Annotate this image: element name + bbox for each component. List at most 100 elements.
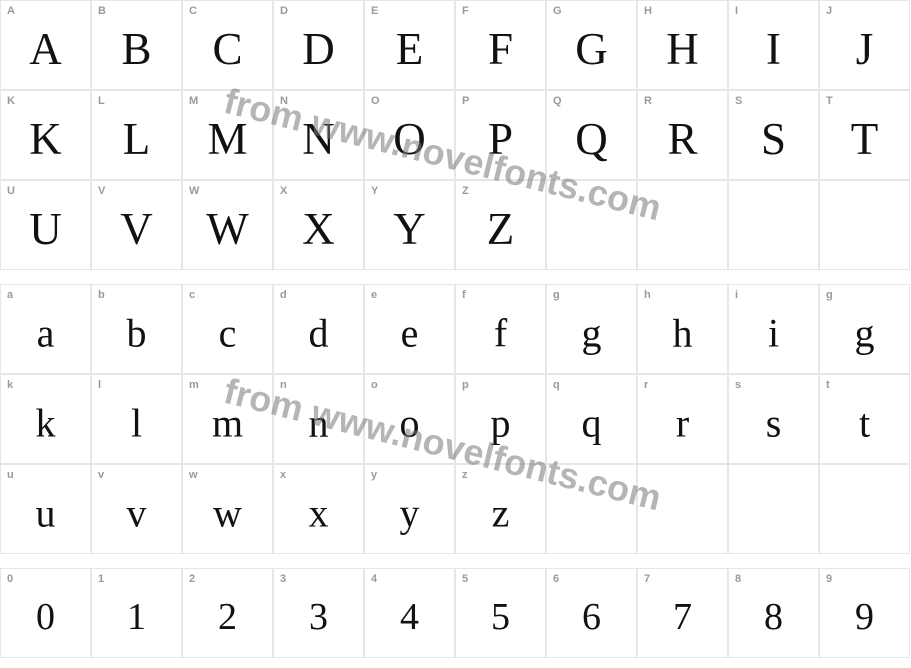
grid-row: aa bb cc dd ee ff gg hh ii gg xyxy=(0,284,910,374)
glyph-cell: ee xyxy=(364,284,455,374)
glyph-cell: ZZ xyxy=(455,180,546,270)
cell-label: K xyxy=(7,95,15,107)
glyph-cell: mm xyxy=(182,374,273,464)
cell-glyph: v xyxy=(127,490,147,537)
glyph-cell: FF xyxy=(455,0,546,90)
glyph-cell xyxy=(728,464,819,554)
cell-glyph: H xyxy=(666,23,699,75)
cell-label: r xyxy=(644,379,648,391)
cell-label: N xyxy=(280,95,288,107)
glyph-cell: gg xyxy=(819,284,910,374)
cell-label: b xyxy=(98,289,105,301)
cell-label: D xyxy=(280,5,288,17)
glyph-cell: oo xyxy=(364,374,455,464)
cell-glyph: V xyxy=(120,203,153,255)
glyph-cell: ww xyxy=(182,464,273,554)
cell-label: e xyxy=(371,289,377,301)
cell-glyph: P xyxy=(488,113,513,165)
cell-glyph: 7 xyxy=(673,595,692,639)
glyph-cell: OO xyxy=(364,90,455,180)
cell-label: 2 xyxy=(189,573,195,585)
glyph-cell: qq xyxy=(546,374,637,464)
glyph-cell xyxy=(637,464,728,554)
glyph-cell: ff xyxy=(455,284,546,374)
cell-label: H xyxy=(644,5,652,17)
cell-label: M xyxy=(189,95,198,107)
cell-glyph: d xyxy=(309,310,329,357)
cell-label: x xyxy=(280,469,286,481)
cell-glyph: i xyxy=(768,310,779,357)
cell-glyph: K xyxy=(29,113,62,165)
grid-row: 00 11 22 33 44 55 66 77 88 99 xyxy=(0,568,910,658)
cell-glyph: e xyxy=(401,310,419,357)
cell-glyph: b xyxy=(127,310,147,357)
glyph-cell: 55 xyxy=(455,568,546,658)
cell-glyph: J xyxy=(856,23,874,75)
glyph-cell: aa xyxy=(0,284,91,374)
cell-glyph: 6 xyxy=(582,595,601,639)
cell-glyph: A xyxy=(29,23,62,75)
glyph-cell: hh xyxy=(637,284,728,374)
cell-glyph: n xyxy=(309,400,329,447)
cell-label: Q xyxy=(553,95,562,107)
cell-label: S xyxy=(735,95,742,107)
glyph-cell: 99 xyxy=(819,568,910,658)
cell-label: u xyxy=(7,469,14,481)
glyph-cell: II xyxy=(728,0,819,90)
glyph-cell: 66 xyxy=(546,568,637,658)
glyph-cell: BB xyxy=(91,0,182,90)
cell-glyph: z xyxy=(492,490,510,537)
cell-glyph: r xyxy=(676,400,689,447)
cell-label: 0 xyxy=(7,573,13,585)
glyph-cell: pp xyxy=(455,374,546,464)
cell-glyph: g xyxy=(582,310,602,357)
cell-glyph: I xyxy=(766,23,781,75)
cell-glyph: l xyxy=(131,400,142,447)
glyph-cell: 33 xyxy=(273,568,364,658)
cell-glyph: a xyxy=(37,310,55,357)
cell-glyph: 1 xyxy=(127,595,146,639)
glyph-cell: PP xyxy=(455,90,546,180)
cell-label: q xyxy=(553,379,560,391)
glyph-cell: yy xyxy=(364,464,455,554)
cell-glyph: 0 xyxy=(36,595,55,639)
glyph-cell: 11 xyxy=(91,568,182,658)
cell-label: L xyxy=(98,95,105,107)
glyph-cell: xx xyxy=(273,464,364,554)
cell-label: A xyxy=(7,5,15,17)
cell-label: V xyxy=(98,185,105,197)
grid-row: UU VV WW XX YY ZZ xyxy=(0,180,910,270)
cell-label: T xyxy=(826,95,833,107)
glyph-cell: YY xyxy=(364,180,455,270)
glyph-grid-lowercase: aa bb cc dd ee ff gg hh ii gg kk ll mm n… xyxy=(0,284,910,554)
glyph-cell: ss xyxy=(728,374,819,464)
cell-label: a xyxy=(7,289,13,301)
cell-glyph: C xyxy=(212,23,242,75)
cell-glyph: 3 xyxy=(309,595,328,639)
cell-label: y xyxy=(371,469,377,481)
cell-label: U xyxy=(7,185,15,197)
glyph-cell xyxy=(728,180,819,270)
glyph-cell xyxy=(819,464,910,554)
cell-label: f xyxy=(462,289,466,301)
cell-glyph: y xyxy=(400,490,420,537)
cell-glyph: x xyxy=(309,490,329,537)
cell-label: 6 xyxy=(553,573,559,585)
cell-glyph: R xyxy=(667,113,697,165)
cell-glyph: 2 xyxy=(218,595,237,639)
cell-label: p xyxy=(462,379,469,391)
cell-label: 1 xyxy=(98,573,104,585)
glyph-cell: 00 xyxy=(0,568,91,658)
glyph-cell xyxy=(819,180,910,270)
glyph-cell: CC xyxy=(182,0,273,90)
cell-glyph: 5 xyxy=(491,595,510,639)
cell-label: d xyxy=(280,289,287,301)
glyph-cell: 77 xyxy=(637,568,728,658)
glyph-cell xyxy=(637,180,728,270)
cell-glyph: 8 xyxy=(764,595,783,639)
cell-glyph: f xyxy=(494,310,507,357)
glyph-cell: gg xyxy=(546,284,637,374)
cell-glyph: S xyxy=(761,113,786,165)
glyph-cell: DD xyxy=(273,0,364,90)
grid-row: KK LL MM NN OO PP QQ RR SS TT xyxy=(0,90,910,180)
